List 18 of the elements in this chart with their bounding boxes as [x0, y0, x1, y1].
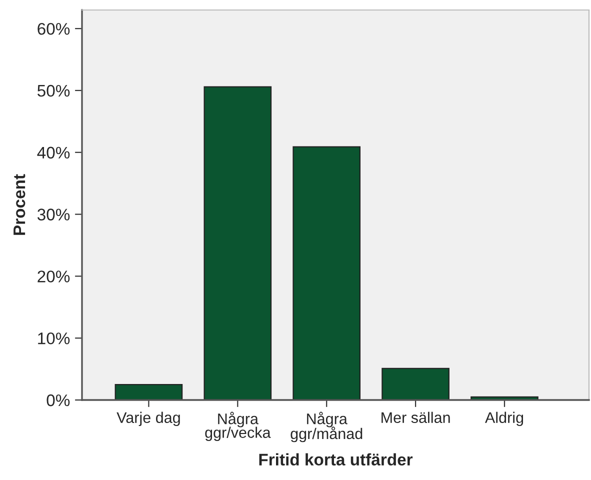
x-tick-label: Aldrig	[485, 412, 524, 426]
y-tick-label: 30%	[37, 208, 70, 220]
y-tick-label: 40%	[37, 146, 70, 159]
y-tick-label: 10%	[38, 332, 70, 344]
bar	[204, 86, 272, 400]
y-tick-label: 0%	[46, 394, 70, 406]
y-axis-title: Procent	[14, 174, 26, 235]
bar	[114, 384, 183, 400]
x-tick-label: Mer sällan	[382, 412, 450, 424]
bar	[292, 146, 361, 400]
y-tick-label: 60%	[38, 22, 70, 35]
x-axis-title: Fritid korta utfärder	[259, 453, 413, 466]
x-tick-label: Några ggr/månad	[290, 412, 362, 442]
y-tick-label: 20%	[38, 270, 70, 282]
bar	[382, 368, 450, 400]
x-tick-label: Varje dag	[116, 412, 180, 426]
y-tick-label: 50%	[38, 84, 70, 97]
x-tick-label: Några ggr/vecka	[205, 412, 271, 441]
